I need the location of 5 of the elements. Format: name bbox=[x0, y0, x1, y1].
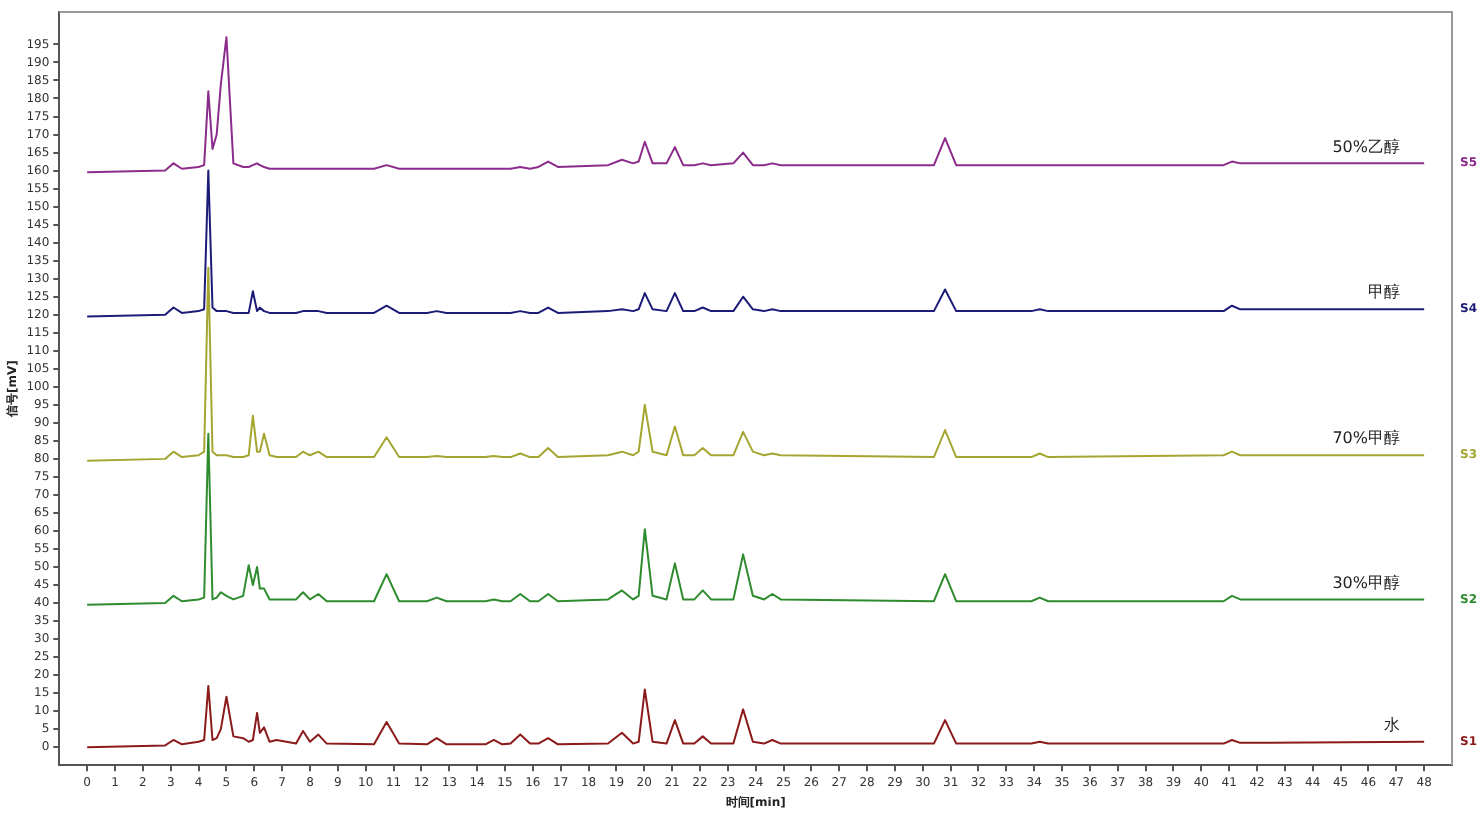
annotation: 50%乙醇 bbox=[1332, 137, 1400, 156]
annotation: 30%甲醇 bbox=[1332, 573, 1400, 592]
annotation: 水 bbox=[1384, 715, 1400, 734]
annotation: 70%甲醇 bbox=[1332, 429, 1400, 448]
annotation: 甲醇 bbox=[1368, 283, 1400, 302]
